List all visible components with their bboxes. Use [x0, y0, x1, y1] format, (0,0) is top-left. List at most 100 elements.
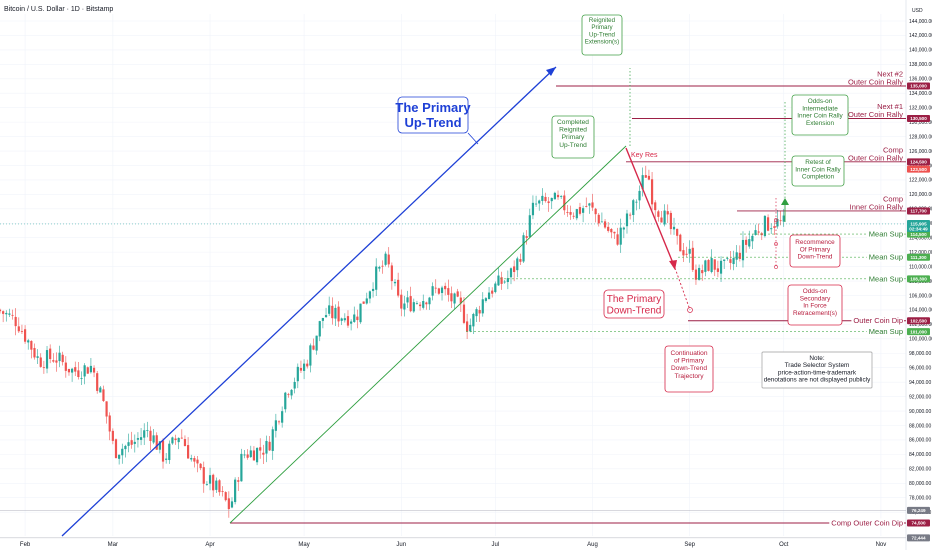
candle — [503, 280, 506, 284]
retest-text: Retest of Inner Coin Rally Completion — [795, 159, 841, 181]
candle — [152, 429, 155, 445]
candle — [118, 454, 121, 465]
candle — [114, 438, 118, 459]
candle — [751, 234, 754, 250]
candle — [30, 340, 33, 359]
level-label-comp_ocr-line1: Comp — [883, 145, 903, 154]
candle — [83, 363, 86, 385]
x-tick-label: Oct — [779, 542, 789, 548]
svg-text:72,444: 72,444 — [911, 536, 925, 541]
candle — [237, 476, 240, 491]
candle — [23, 325, 27, 344]
candle — [682, 243, 685, 262]
candle — [290, 388, 293, 400]
y-tick-label: 126,000.00 — [909, 149, 932, 155]
projection-node — [774, 242, 778, 246]
y-tick-label: 132,000.00 — [909, 105, 932, 111]
candle — [707, 258, 710, 272]
projection-node — [774, 265, 778, 269]
candle — [409, 286, 412, 313]
recommence-callout: Recommence Of Primary Down-Trend — [789, 234, 841, 268]
candle — [255, 447, 259, 466]
candle — [481, 292, 484, 317]
candle — [509, 267, 513, 285]
y-tick-label: 134,000.00 — [909, 91, 932, 97]
candle — [36, 349, 39, 365]
candle — [588, 202, 591, 214]
candle — [525, 230, 528, 245]
candle — [657, 209, 660, 222]
downtrend-continuation-dotted — [674, 267, 691, 311]
candle — [745, 236, 748, 253]
y-tick-label: 140,000.00 — [909, 48, 932, 54]
candle — [161, 438, 165, 469]
candle — [572, 212, 575, 220]
y-tick-label: 136,000.00 — [909, 77, 932, 83]
candle — [723, 259, 726, 269]
x-tick-label: Aug — [587, 542, 598, 548]
candle — [243, 450, 246, 459]
y-tick-label: 98,000.00 — [909, 351, 931, 357]
price-tag-ms4: 101,000 — [907, 328, 930, 336]
candle — [20, 324, 24, 334]
candle — [180, 429, 183, 439]
retest-arrowhead — [781, 198, 789, 205]
candle — [663, 204, 666, 227]
candle — [688, 240, 691, 263]
svg-text:114,500: 114,500 — [910, 232, 927, 237]
candle — [694, 264, 698, 285]
price-tag-extra: 72,444 — [907, 534, 930, 542]
y-tick-label: 94,000.00 — [909, 380, 931, 386]
y-tick-label: 78,000.00 — [909, 496, 931, 502]
candle — [365, 292, 368, 305]
candle — [594, 207, 597, 223]
candle — [660, 211, 663, 223]
primary-down-trend-text: The Primary Down-Trend — [607, 294, 662, 317]
level-label-next2-line1: Next #2 — [877, 70, 903, 79]
candle — [249, 445, 252, 458]
candle — [321, 317, 324, 329]
reignited-callout: Reignited Primary Up-Trend Extension(s) — [581, 14, 623, 56]
candle — [359, 303, 362, 324]
candle — [541, 188, 544, 205]
svg-text:124,500: 124,500 — [910, 160, 927, 165]
candle — [8, 308, 11, 317]
candle — [582, 205, 585, 223]
candle — [528, 208, 531, 239]
candle — [121, 443, 124, 464]
note-box: Note: Trade Selector System price-action-… — [761, 351, 873, 389]
candle — [246, 449, 249, 460]
svg-text:102,500: 102,500 — [910, 318, 927, 323]
candle — [625, 209, 629, 234]
candle — [400, 289, 403, 317]
candle — [619, 218, 622, 253]
candle — [469, 318, 472, 333]
candle — [556, 190, 560, 200]
candle — [390, 262, 393, 290]
candle — [613, 231, 616, 240]
candle — [522, 232, 525, 263]
candle — [171, 436, 174, 445]
candle — [710, 249, 713, 274]
level-label-ms3: Mean Sup — [869, 274, 903, 283]
candle — [33, 343, 36, 360]
candle — [193, 455, 196, 468]
candle — [208, 467, 212, 491]
candle — [64, 356, 67, 378]
svg-text:76,249: 76,249 — [911, 508, 925, 513]
note-title: Note: — [809, 355, 824, 362]
candle — [136, 432, 140, 448]
price-tag-next1: 130,500 — [907, 115, 930, 123]
candle — [440, 285, 444, 301]
candle — [534, 195, 538, 207]
candle — [86, 366, 89, 374]
candle — [763, 214, 767, 238]
candle — [127, 433, 130, 453]
candle — [516, 256, 519, 278]
candle — [274, 413, 277, 438]
candle — [281, 406, 284, 428]
candle — [212, 473, 215, 498]
candle — [174, 434, 177, 445]
candle — [500, 271, 503, 290]
